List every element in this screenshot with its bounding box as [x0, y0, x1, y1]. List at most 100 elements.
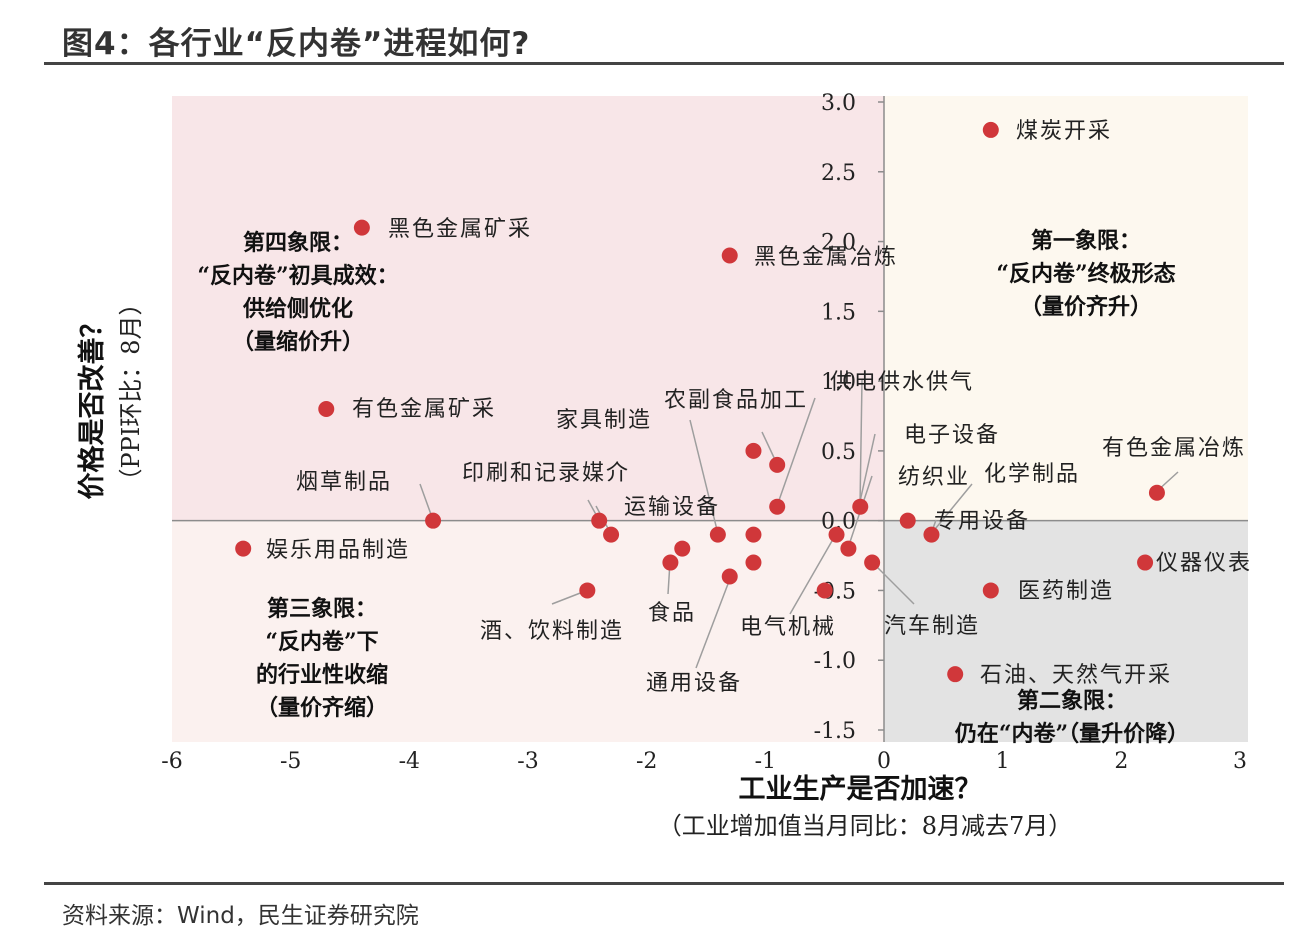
quadrant-4-label: 第四象限： — [243, 230, 353, 256]
point-label: 黑色金属矿采 — [388, 217, 532, 242]
point-label: 医药制造 — [1018, 579, 1114, 604]
quadrant-3-label: 的行业性收缩 — [256, 662, 388, 688]
data-point — [745, 526, 762, 543]
bottom-rule — [44, 882, 1284, 885]
point-label: 化学制品 — [984, 462, 1080, 487]
quadrant-1-label: “反内卷”终极形态 — [996, 261, 1175, 287]
x-tick-label: 2 — [1114, 749, 1128, 774]
source-note: 资料来源：Wind，民生证券研究院 — [62, 903, 419, 929]
x-tick-label: -4 — [399, 749, 420, 774]
leader-line — [689, 419, 719, 535]
quadrant-1-label: 第一象限： — [1031, 228, 1141, 254]
data-point — [840, 540, 857, 557]
leader-line — [858, 433, 876, 507]
y-axis-title: 价格是否改善？ — [76, 311, 108, 500]
data-point — [982, 121, 999, 138]
x-tick-label: -2 — [636, 749, 657, 774]
quadrant-4-label: （量缩价升） — [232, 329, 364, 355]
point-label: 食品 — [648, 601, 696, 626]
point-label: 煤炭开采 — [1016, 119, 1112, 144]
x-tick-label: 1 — [996, 749, 1010, 774]
data-point — [816, 582, 833, 599]
point-label: 印刷和记录媒介 — [462, 461, 630, 486]
quadrant-2-bg — [884, 520, 1248, 742]
y-tick-label: 2.0 — [821, 231, 856, 256]
y-tick-label: 2.5 — [821, 161, 856, 186]
point-label: 通用设备 — [646, 671, 742, 696]
point-label: 仪器仪表 — [1156, 551, 1252, 576]
quadrant-2-label: 第二象限： — [1017, 688, 1127, 714]
y-tick-label: 1.0 — [821, 370, 856, 395]
quadrant-3-label: （量价齐缩） — [256, 695, 388, 721]
x-tick-label: 3 — [1233, 749, 1247, 774]
point-label: 黑色金属冶炼 — [754, 245, 898, 270]
point-label: 有色金属冶炼 — [1102, 436, 1246, 461]
data-point — [923, 526, 940, 543]
quadrant-2-label: 仍在“内卷”（量升价降） — [955, 721, 1189, 747]
x-axis-subtitle: （工业增加值当月同比：8月减去7月） — [658, 812, 1073, 840]
data-point — [828, 526, 845, 543]
point-label: 农副食品加工 — [664, 388, 808, 413]
point-label: 汽车制造 — [884, 614, 980, 639]
point-label: 酒、饮料制造 — [480, 619, 624, 644]
data-point — [674, 540, 691, 557]
data-point — [864, 554, 881, 571]
y-tick-label: 0.5 — [821, 440, 856, 465]
y-tick-label: 3.0 — [821, 91, 856, 116]
data-point — [235, 540, 252, 557]
quadrant-4-label: 供给侧优化 — [242, 296, 353, 322]
y-tick-label: 1.5 — [821, 300, 856, 325]
point-label: 石油、天然气开采 — [980, 663, 1172, 688]
top-rule — [44, 62, 1284, 65]
data-point — [769, 456, 786, 473]
quadrant-4-bg — [172, 96, 884, 521]
data-point — [318, 401, 335, 418]
data-point — [899, 512, 916, 529]
data-point — [1137, 554, 1154, 571]
quadrant-4-label: “反内卷”初具成效： — [197, 263, 398, 289]
x-tick-label: 0 — [877, 749, 891, 774]
quadrant-1-label: （量价齐升） — [1020, 294, 1152, 320]
leader-line — [871, 561, 915, 605]
data-point — [721, 568, 738, 585]
point-label: 娱乐用品制造 — [266, 538, 410, 563]
data-point — [591, 512, 608, 529]
x-tick-label: -6 — [161, 749, 182, 774]
data-point — [603, 526, 620, 543]
point-label: 供电供水供气 — [830, 370, 974, 395]
point-label: 烟草制品 — [296, 470, 392, 495]
point-label: 家具制造 — [556, 408, 652, 433]
quadrant-3-bg — [172, 520, 884, 742]
data-point — [721, 247, 738, 264]
quadrant-3-label: “反内卷”下 — [265, 629, 378, 655]
data-point — [353, 219, 370, 236]
point-label: 电子设备 — [904, 423, 1000, 448]
x-axis-title: 工业生产是否加速？ — [739, 774, 982, 805]
x-tick-label: -1 — [755, 749, 776, 774]
leader-line — [789, 533, 837, 615]
leader-line — [776, 397, 816, 507]
data-point — [709, 526, 726, 543]
quadrant-1-bg — [884, 96, 1248, 521]
point-label: 电气机械 — [740, 615, 836, 640]
leader-line — [930, 483, 973, 535]
data-point — [579, 582, 596, 599]
leader-line — [859, 379, 863, 507]
data-point — [769, 498, 786, 515]
x-tick-label: -3 — [517, 749, 538, 774]
data-point — [947, 666, 964, 683]
point-label: 专用设备 — [934, 509, 1030, 534]
quadrant-3-label: 第三象限： — [267, 596, 377, 622]
x-tick-label: -5 — [280, 749, 301, 774]
data-point — [425, 512, 442, 529]
leader-line — [695, 575, 732, 669]
data-point — [982, 582, 999, 599]
point-label: 有色金属矿采 — [352, 397, 496, 422]
point-label: 运输设备 — [624, 495, 720, 520]
y-axis-subtitle: （PPI环比：8月） — [117, 291, 145, 492]
data-point — [1148, 484, 1165, 501]
y-tick-label: -1.0 — [814, 649, 856, 674]
data-point — [852, 498, 869, 515]
y-tick-label: -1.5 — [814, 719, 856, 744]
